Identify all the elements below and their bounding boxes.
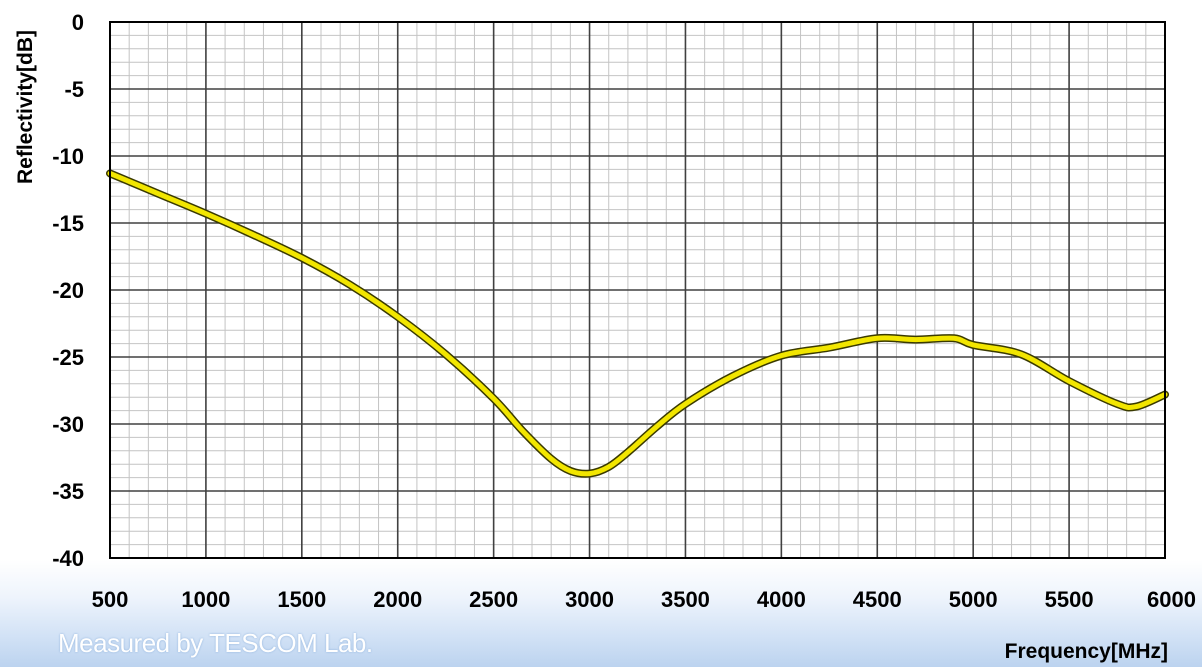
y-tick-label: -30 — [52, 412, 84, 437]
y-tick-label: -10 — [52, 144, 84, 169]
series-line — [107, 170, 1168, 477]
x-tick-label: 5500 — [1045, 587, 1094, 612]
x-tick-label: 5000 — [949, 587, 998, 612]
x-axis-label: Frequency[MHz] — [1005, 640, 1168, 663]
x-tick-label: 500 — [92, 587, 129, 612]
y-tick-labels: 0 -5 -10 -15 -20 -25 -30 -35 -40 — [52, 10, 84, 571]
y-axis-label: Reflectivity[dB] — [14, 30, 37, 184]
y-tick-label: -15 — [52, 211, 84, 236]
x-tick-label: 3000 — [565, 587, 614, 612]
x-tick-label: 3500 — [661, 587, 710, 612]
y-tick-label: -20 — [52, 278, 84, 303]
y-tick-label: 0 — [72, 10, 84, 35]
x-tick-label: 1500 — [277, 587, 326, 612]
series-line-outline — [106, 169, 1169, 478]
x-tick-label: 4000 — [757, 587, 806, 612]
x-tick-label: 1000 — [181, 587, 230, 612]
measured-by-note: Measured by TESCOM Lab. — [58, 628, 373, 658]
x-tick-label: 6000 — [1147, 587, 1196, 612]
x-tick-labels: 500 1000 1500 2000 2500 3000 3500 4000 4500 5000 5… — [92, 587, 1196, 612]
y-tick-label: -5 — [64, 77, 84, 102]
footer-band — [0, 560, 1202, 667]
y-tick-label: -25 — [52, 345, 84, 370]
x-tick-label: 2500 — [469, 587, 518, 612]
y-tick-label: -35 — [52, 479, 84, 504]
data-series — [106, 169, 1169, 478]
y-tick-label: -40 — [52, 546, 84, 571]
plot-frame — [109, 21, 1166, 559]
x-tick-label: 4500 — [853, 587, 902, 612]
x-tick-label: 2000 — [373, 587, 422, 612]
